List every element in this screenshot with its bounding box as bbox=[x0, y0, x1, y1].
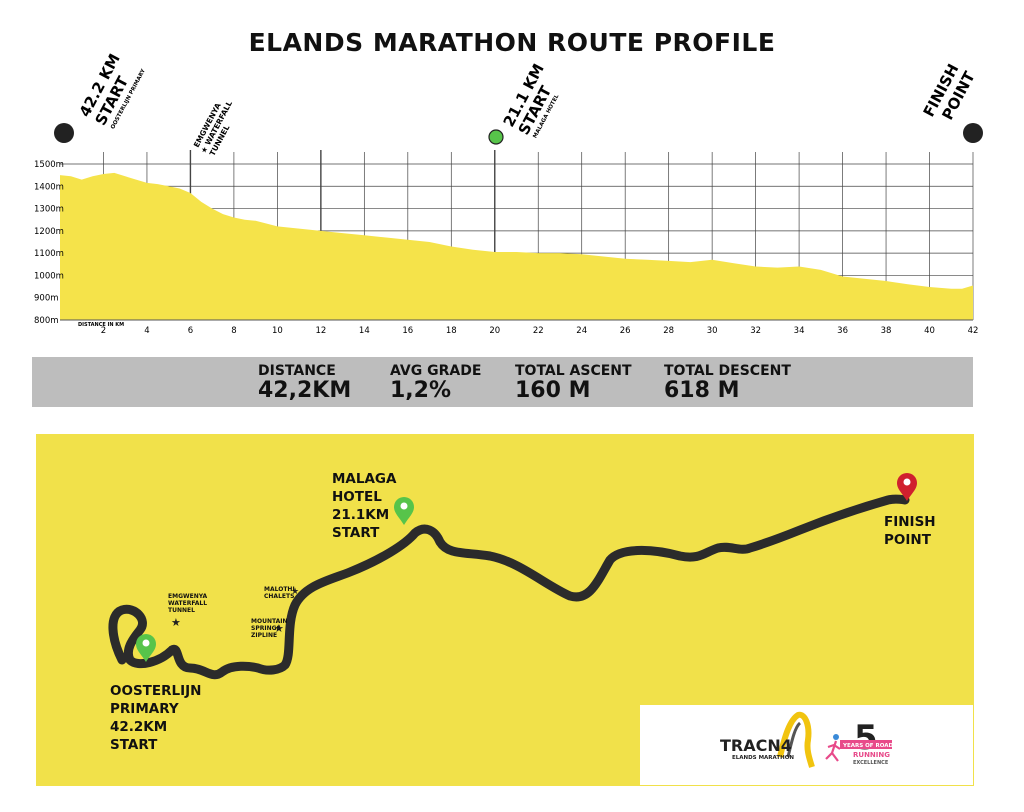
x-tick-label: 10 bbox=[272, 326, 283, 336]
x-tick-label: 42 bbox=[968, 326, 979, 336]
logo-box: TRACN4 ELANDS MARATHON 5 YEARS OF ROAD R… bbox=[640, 705, 973, 785]
x-tick-label: 4 bbox=[144, 326, 149, 336]
descent-value: 618 M bbox=[664, 378, 740, 403]
x-tick-label: 40 bbox=[924, 326, 935, 336]
y-tick-label: 1100m bbox=[34, 249, 64, 259]
x-tick-label: 8 bbox=[231, 326, 236, 336]
x-tick-label: 28 bbox=[663, 326, 674, 336]
stats-bar: DISTANCE 42,2KM AVG GRADE 1,2% TOTAL ASC… bbox=[32, 357, 973, 407]
y-axis-ticks: 800m 900m 1000m 1100m 1200m 1300m 1400m 1500m bbox=[34, 160, 64, 326]
grade-value: 1,2% bbox=[390, 378, 452, 403]
x-tick-label: 16 bbox=[402, 326, 413, 336]
stat-descent: TOTAL DESCENT 618 M bbox=[664, 363, 791, 403]
x-tick-label: 12 bbox=[315, 326, 326, 336]
y-tick-label: 1300m bbox=[34, 205, 64, 215]
x-tick-label: 18 bbox=[446, 326, 457, 336]
full-start-label: 42.2 KM START OOSTERLIJN PRIMARY bbox=[76, 51, 148, 131]
x-tick-label: 38 bbox=[881, 326, 892, 336]
logo-sub: ELANDS MARATHON bbox=[732, 755, 794, 761]
y-tick-label: 900m bbox=[34, 294, 59, 304]
ascent-value: 160 M bbox=[515, 378, 591, 403]
descent-label: TOTAL DESCENT bbox=[664, 363, 791, 379]
svg-text:EXCELLENCE: EXCELLENCE bbox=[853, 760, 889, 766]
ascent-label: TOTAL ASCENT bbox=[515, 363, 632, 379]
y-tick-label: 1400m bbox=[34, 182, 64, 192]
elevation-chart: 800m 900m 1000m 1100m 1200m 1300m 1400m 1500m 2… bbox=[34, 51, 983, 336]
x-tick-label: 36 bbox=[837, 326, 848, 336]
finish-label: FINISH POINT bbox=[920, 61, 979, 123]
zipline-label: MOUNTAIN SPRINGS ZIPLINE bbox=[251, 618, 288, 639]
stat-ascent: TOTAL ASCENT 160 M bbox=[515, 363, 632, 403]
stat-grade: AVG GRADE 1,2% bbox=[390, 363, 481, 403]
logo-main: TRACN4 bbox=[720, 736, 792, 755]
chalets-label: MALOTHI CHALETS bbox=[264, 586, 295, 600]
logos: TRACN4 ELANDS MARATHON 5 YEARS OF ROAD R… bbox=[720, 711, 893, 768]
finish-map-label: FINISH POINT bbox=[884, 514, 936, 548]
malaga-label: MALAGA HOTEL 21.1KM START bbox=[332, 471, 397, 541]
x-tick-label: 20 bbox=[489, 326, 500, 336]
x-tick-label: 32 bbox=[750, 326, 761, 336]
page-title: ELANDS MARATHON ROUTE PROFILE bbox=[248, 28, 776, 57]
tunnel-label: EMGWENYA ★ WATERFALL TUNNEL bbox=[192, 99, 234, 157]
finish-dot bbox=[963, 123, 983, 143]
runner-icon bbox=[825, 734, 841, 762]
x-tick-label: 2 bbox=[101, 326, 106, 336]
y-tick-label: 1500m bbox=[34, 160, 64, 170]
half-start-label: 21.1 KM START MALAGA HOTEL bbox=[500, 61, 561, 140]
x-axis-label: DISTANCE IN KM bbox=[78, 322, 124, 328]
x-tick-label: 6 bbox=[188, 326, 193, 336]
svg-text:RUNNING: RUNNING bbox=[853, 751, 890, 759]
y-tick-label: 800m bbox=[34, 316, 59, 326]
distance-label: DISTANCE bbox=[258, 363, 336, 379]
tunnel-map-label: EMGWENYA WATERFALL TUNNEL bbox=[168, 593, 208, 614]
x-tick-label: 22 bbox=[533, 326, 544, 336]
distance-value: 42,2KM bbox=[258, 378, 352, 403]
x-axis-ticks: 2 4 6 8 10 12 14 16 18 20 22 24 26 28 30 32 34 36 38 40 42 bbox=[101, 326, 979, 336]
badge-ribbon bbox=[840, 740, 892, 749]
full-start-dot bbox=[54, 123, 74, 143]
x-tick-label: 24 bbox=[576, 326, 587, 336]
y-tick-label: 1000m bbox=[34, 271, 64, 281]
x-tick-label: 34 bbox=[794, 326, 805, 336]
elevation-area bbox=[60, 172, 973, 320]
half-start-dot bbox=[488, 129, 504, 145]
road-logo-icon bbox=[777, 711, 815, 768]
grade-label: AVG GRADE bbox=[390, 363, 482, 379]
oosterlijn-label: OOSTERLIJN PRIMARY 42.2KM START bbox=[110, 683, 202, 753]
stat-distance: DISTANCE 42,2KM bbox=[258, 363, 351, 403]
svg-text:YEARS OF ROAD: YEARS OF ROAD bbox=[842, 743, 893, 749]
y-tick-label: 1200m bbox=[34, 227, 64, 237]
x-tick-label: 26 bbox=[620, 326, 631, 336]
x-tick-label: 30 bbox=[707, 326, 718, 336]
x-tick-label: 14 bbox=[359, 326, 370, 336]
